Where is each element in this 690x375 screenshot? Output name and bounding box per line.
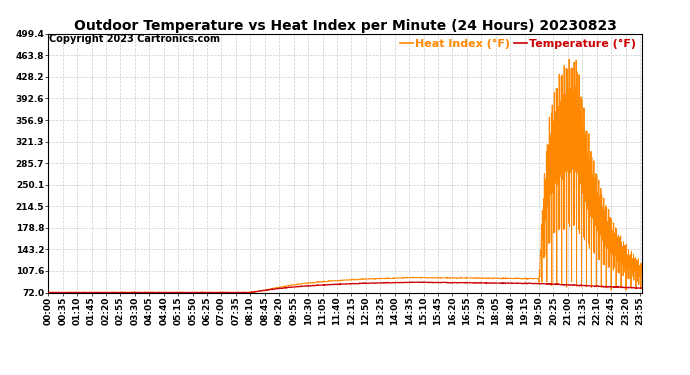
Legend: Heat Index (°F), Temperature (°F): Heat Index (°F), Temperature (°F) (400, 39, 636, 50)
Text: Copyright 2023 Cartronics.com: Copyright 2023 Cartronics.com (49, 34, 220, 44)
Title: Outdoor Temperature vs Heat Index per Minute (24 Hours) 20230823: Outdoor Temperature vs Heat Index per Mi… (74, 19, 616, 33)
